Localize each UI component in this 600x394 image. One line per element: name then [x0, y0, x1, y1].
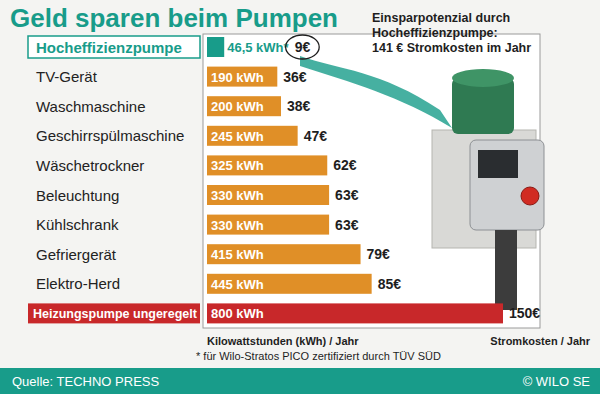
bar — [207, 96, 281, 116]
category-label: Wäschetrockner — [36, 157, 144, 174]
bar — [207, 37, 224, 57]
copyright: © WILO SE — [523, 374, 591, 389]
cost-label: 38€ — [287, 98, 311, 114]
chart: Geld sparen beim PumpenHocheffizienzpump… — [0, 0, 600, 394]
category-label: Heizungspumpe ungeregelt — [33, 307, 198, 321]
value-label: 330 kWh — [211, 218, 264, 233]
bar — [207, 303, 503, 323]
bar — [207, 155, 327, 175]
pump-module — [470, 140, 544, 230]
pump-illustration — [432, 69, 544, 310]
annotation: 141 € Stromkosten im Jahr — [372, 41, 531, 55]
cost-label: 63€ — [335, 187, 359, 203]
pump-display — [478, 150, 518, 178]
pump-motor — [495, 230, 517, 310]
category-label: Waschmaschine — [36, 98, 145, 115]
cost-label: 85€ — [378, 276, 402, 292]
labels: Hocheffizienzpumpe 46,5 kWh* 9€ TV-Gerät 190… — [28, 35, 540, 323]
bar — [207, 215, 329, 235]
bar — [207, 126, 298, 146]
value-label: 445 kWh — [211, 277, 264, 292]
pump-knob — [521, 187, 539, 205]
category-label: Geschirrspülmaschine — [36, 127, 184, 144]
cost-label: 36€ — [283, 69, 307, 85]
source: Quelle: TECHNO PRESS — [12, 374, 159, 389]
footer-band — [0, 368, 600, 394]
bar — [207, 274, 372, 294]
value-label: 800 kWh — [211, 306, 264, 321]
annotation: Einsparpotenzial durch — [372, 11, 510, 25]
category-label: Hocheffizienzpumpe — [36, 39, 182, 56]
value-label: 415 kWh — [211, 247, 264, 262]
callout-curve — [300, 56, 452, 128]
value-label: 46,5 kWh* — [227, 40, 289, 55]
background — [0, 0, 600, 394]
category-label: Beleuchtung — [36, 187, 119, 204]
bars — [207, 37, 503, 323]
cost-label: 47€ — [304, 128, 328, 144]
cost-label: 150€ — [509, 305, 540, 321]
cost-label: 79€ — [367, 246, 391, 262]
bar — [207, 244, 361, 264]
value-label: 330 kWh — [211, 188, 264, 203]
value-label: 325 kWh — [211, 158, 264, 173]
category-label: Kühlschrank — [36, 216, 119, 233]
value-label: 190 kWh — [211, 70, 264, 85]
footnote: * für Wilo-Stratos PICO zertifiziert dur… — [196, 350, 441, 362]
axis-label: Kilowattstunden (kWh) / Jahr — [207, 335, 359, 347]
bar — [207, 67, 277, 87]
value-label: 245 kWh — [211, 129, 264, 144]
cost-label: 62€ — [333, 157, 357, 173]
highlight-circle — [286, 35, 320, 59]
cost-label: 9€ — [295, 39, 311, 55]
annotation: Hocheffizienzpumpe: — [372, 26, 498, 40]
bar — [207, 185, 329, 205]
axis-label: Stromkosten / Jahr — [490, 335, 590, 347]
value-label: 200 kWh — [211, 99, 264, 114]
category-label: Gefriergerät — [36, 246, 117, 263]
cost-label: 63€ — [335, 217, 359, 233]
category-label: Elektro-Herd — [36, 275, 120, 292]
title: Geld sparen beim Pumpen — [10, 3, 338, 33]
pump-flange — [452, 69, 514, 87]
category-box — [28, 36, 200, 58]
category-box — [28, 303, 200, 323]
category-label: TV-Gerät — [36, 68, 98, 85]
